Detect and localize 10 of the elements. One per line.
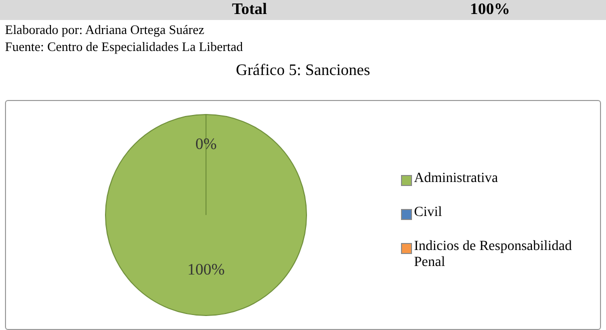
- source-note: Fuente: Centro de Especialidades La Libertad: [5, 39, 243, 55]
- data-label: 100%: [187, 261, 225, 278]
- text: 0%: [195, 136, 217, 153]
- legend-label: Civil: [414, 205, 442, 221]
- legend-label: Administrativa: [414, 171, 498, 187]
- chart-title: Gráfico 5: Sanciones: [234, 62, 372, 80]
- text: Total: [232, 1, 267, 19]
- legend-label: Indicios de Responsabilidad Penal: [414, 239, 573, 271]
- text: 100%: [470, 1, 510, 19]
- text: Elaborado por: Adriana Ortega Suárez: [5, 22, 204, 38]
